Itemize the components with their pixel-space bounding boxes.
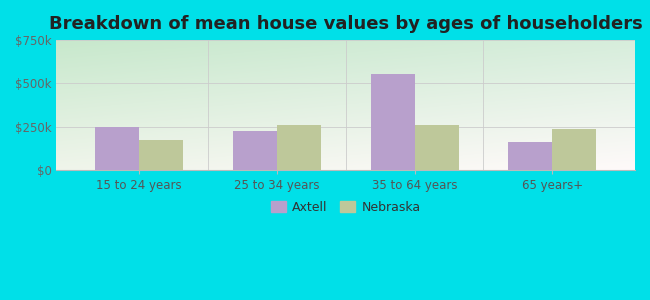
Bar: [415, 125, 459, 170]
Bar: [139, 140, 183, 170]
Bar: [508, 142, 552, 170]
Bar: [95, 127, 139, 170]
Legend: Axtell, Nebraska: Axtell, Nebraska: [266, 196, 426, 219]
Bar: [552, 129, 597, 170]
Title: Breakdown of mean house values by ages of householders: Breakdown of mean house values by ages o…: [49, 15, 643, 33]
Bar: [277, 125, 321, 170]
Bar: [233, 131, 277, 170]
Bar: [370, 74, 415, 170]
